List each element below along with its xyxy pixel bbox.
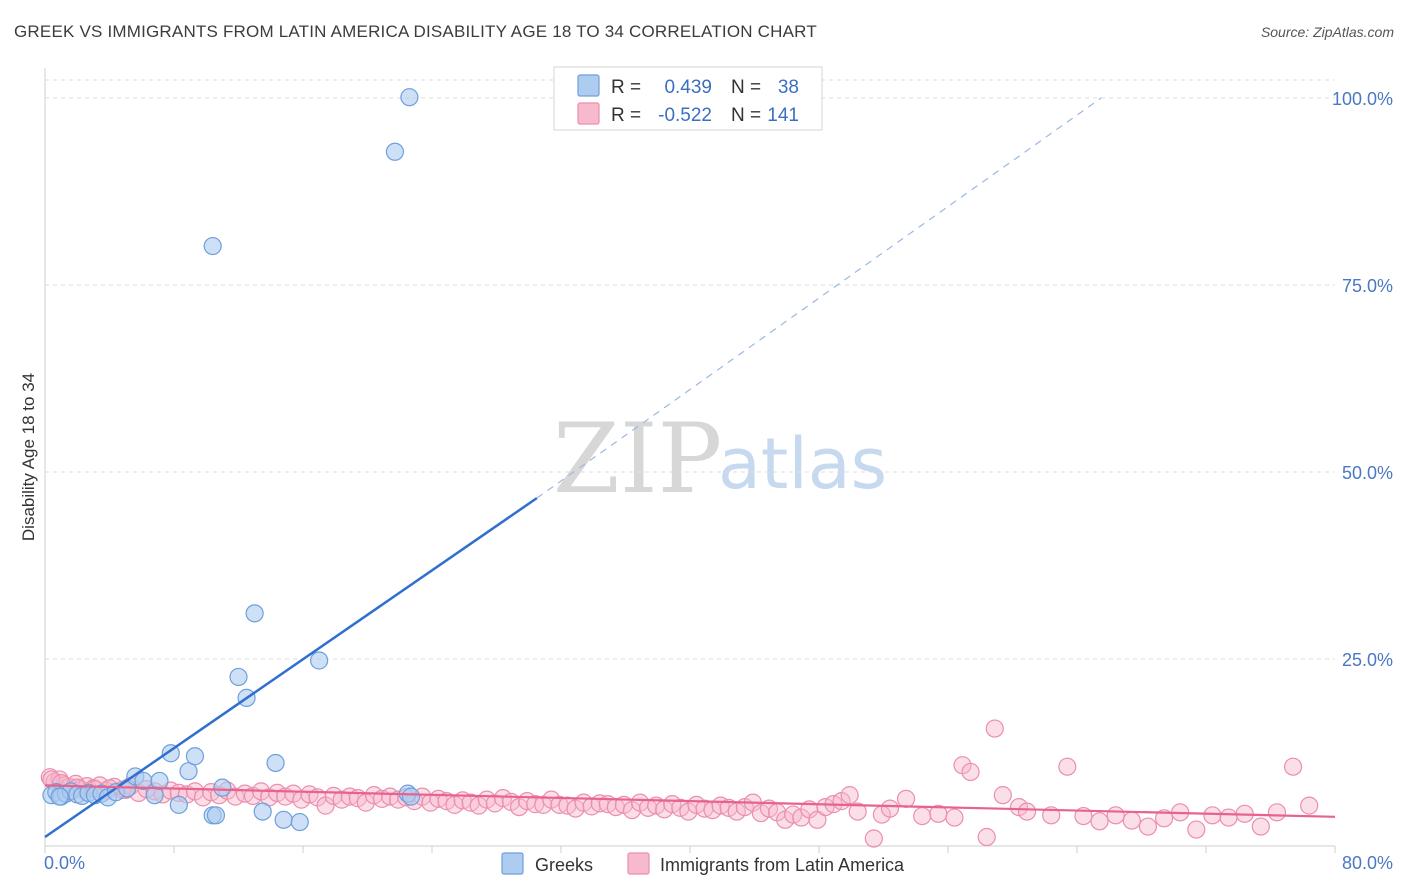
greek-point-29 <box>274 810 293 829</box>
latin-r-value: -0.522 <box>658 105 712 126</box>
trendlines <box>44 97 1336 839</box>
stats-legend: R = 0.439 N = 38 R = -0.522 N = 141 <box>553 66 823 131</box>
legend-greeks-label: Greeks <box>535 855 593 875</box>
latin-point-129 <box>1219 808 1238 827</box>
greek-points <box>42 88 421 832</box>
latin-point-133 <box>1283 757 1303 776</box>
greeks-n-value: 38 <box>778 77 799 98</box>
latin-point-117 <box>1017 802 1037 821</box>
latin-point-114 <box>985 719 1004 738</box>
y-tick-label-100: 100.0% <box>1332 89 1393 109</box>
watermark-atlas: atlas <box>718 423 887 505</box>
latin-point-108 <box>913 806 932 826</box>
latin-point-125 <box>1154 809 1174 828</box>
greek-trendline <box>44 497 538 839</box>
legend-greeks-swatch <box>501 852 524 875</box>
gridlines <box>45 79 1335 660</box>
greek-point-35 <box>400 88 419 107</box>
greek-point-26 <box>245 604 264 623</box>
latin-n-value: 141 <box>767 105 799 126</box>
greeks-r-label: R = <box>611 77 641 98</box>
greek-point-17 <box>161 744 180 763</box>
legend-latin-swatch <box>627 852 650 875</box>
greek-point-27 <box>253 802 272 821</box>
greek-point-31 <box>310 651 329 670</box>
latin-point-127 <box>1187 820 1206 839</box>
greek-point-19 <box>179 762 198 781</box>
latin-point-121 <box>1090 812 1109 831</box>
greek-point-36 <box>203 236 222 256</box>
greek-trendline-extension <box>536 97 1102 499</box>
greek-point-20 <box>185 747 205 766</box>
latin-point-124 <box>1138 817 1158 836</box>
latin-r-label: R = <box>611 105 641 126</box>
latin-point-132 <box>1267 803 1287 822</box>
x-tick-label-max: 80.0% <box>1342 853 1393 873</box>
greek-point-30 <box>290 812 309 832</box>
chart-title: GREEK VS IMMIGRANTS FROM LATIN AMERICA D… <box>14 22 817 41</box>
latin-point-131 <box>1251 817 1270 836</box>
latin-point-128 <box>1203 806 1222 825</box>
latin-point-113 <box>977 827 996 847</box>
latin-point-103 <box>848 802 867 821</box>
greek-point-37 <box>50 787 69 806</box>
latin-point-102 <box>840 786 859 805</box>
greek-point-33 <box>401 787 421 806</box>
y-tick-label-25: 25.0% <box>1342 650 1393 670</box>
latin-point-134 <box>1300 796 1319 815</box>
latin-point-110 <box>945 808 964 827</box>
latin-point-104 <box>864 829 883 848</box>
latin-n-label: N = <box>731 105 761 126</box>
y-tick-label-75: 75.0% <box>1342 276 1393 296</box>
latin-point-112 <box>961 762 980 782</box>
greek-point-16 <box>150 771 169 791</box>
greek-point-22 <box>206 806 226 825</box>
latin-america-points <box>40 719 1319 848</box>
greeks-r-value: 0.439 <box>664 77 712 98</box>
greek-point-34 <box>385 142 405 161</box>
latin-point-115 <box>993 786 1012 805</box>
latin-point-107 <box>896 789 916 808</box>
latin-point-123 <box>1122 811 1141 830</box>
latin-swatch <box>577 102 600 125</box>
y-tick-label-50: 50.0% <box>1342 463 1393 483</box>
latin-trendline <box>44 784 1336 818</box>
x-tick-label-min: 0.0% <box>44 853 85 873</box>
latin-point-106 <box>880 799 900 818</box>
x-axis-ticks <box>44 846 1336 853</box>
greek-point-18 <box>169 795 188 814</box>
greek-point-28 <box>266 753 285 773</box>
greeks-swatch <box>577 74 600 97</box>
series-legend: Greeks Immigrants from Latin America <box>501 852 905 875</box>
latin-point-122 <box>1106 806 1125 825</box>
greek-point-23 <box>213 778 232 797</box>
y-axis-tick-labels: 25.0% 50.0% 75.0% 100.0% <box>1332 89 1393 670</box>
watermark-zip: ZIP <box>553 403 722 515</box>
y-axis-label: Disability Age 18 to 34 <box>19 373 38 541</box>
source-credit: Source: ZipAtlas.com <box>1260 24 1394 40</box>
greek-point-24 <box>229 667 248 687</box>
latin-point-119 <box>1058 757 1077 776</box>
greeks-n-label: N = <box>731 77 761 98</box>
legend-latin-label: Immigrants from Latin America <box>660 855 905 875</box>
